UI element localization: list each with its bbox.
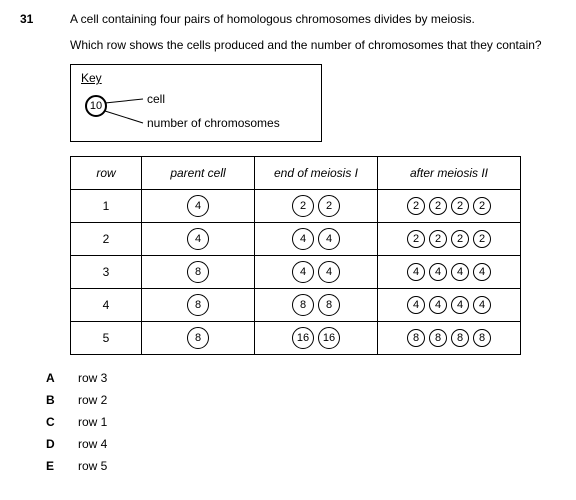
meiosis1-cells: 88	[255, 289, 378, 322]
cell-icon: 4	[429, 263, 447, 281]
question-body: A cell containing four pairs of homologo…	[70, 12, 556, 481]
parent-cell: 8	[142, 322, 255, 355]
key-cell-icon: 10	[85, 95, 107, 117]
meiosis2-cells: 2222	[378, 223, 521, 256]
answer-letter: E	[46, 459, 58, 473]
row-number: 5	[71, 322, 142, 355]
question-block: 31 A cell containing four pairs of homol…	[20, 12, 556, 481]
answer-letter: D	[46, 437, 58, 451]
parent-cell: 4	[142, 190, 255, 223]
cell-icon: 4	[292, 261, 314, 283]
cell-icon: 8	[429, 329, 447, 347]
answer-text: row 2	[78, 393, 107, 407]
answer-option[interactable]: Erow 5	[46, 459, 556, 473]
table-header-row: row parent cell end of meiosis I after m…	[71, 157, 521, 190]
key-label-number: number of chromosomes	[147, 116, 280, 130]
cell-icon: 2	[318, 195, 340, 217]
col-header-row: row	[71, 157, 142, 190]
answer-text: row 1	[78, 415, 107, 429]
answer-option[interactable]: Crow 1	[46, 415, 556, 429]
key-diagram: 10 cell number of chromosomes	[81, 89, 311, 133]
answer-letter: B	[46, 393, 58, 407]
cell-icon: 2	[429, 197, 447, 215]
table-row: 5816168888	[71, 322, 521, 355]
cell-icon: 2	[473, 197, 491, 215]
row-number: 2	[71, 223, 142, 256]
cell-icon: 4	[451, 296, 469, 314]
cell-icon: 2	[292, 195, 314, 217]
parent-cell: 8	[142, 289, 255, 322]
meiosis2-cells: 4444	[378, 256, 521, 289]
meiosis2-cells: 8888	[378, 322, 521, 355]
parent-cell: 8	[142, 256, 255, 289]
answer-letter: A	[46, 371, 58, 385]
cell-icon: 2	[451, 230, 469, 248]
meiosis2-cells: 2222	[378, 190, 521, 223]
row-number: 3	[71, 256, 142, 289]
cell-icon: 8	[187, 261, 209, 283]
question-number: 31	[20, 12, 46, 481]
answer-letter: C	[46, 415, 58, 429]
parent-cell: 4	[142, 223, 255, 256]
cell-icon: 2	[451, 197, 469, 215]
col-header-meiosis1: end of meiosis I	[255, 157, 378, 190]
meiosis1-cells: 22	[255, 190, 378, 223]
answer-option[interactable]: Drow 4	[46, 437, 556, 451]
table-row: 24442222	[71, 223, 521, 256]
cell-icon: 8	[292, 294, 314, 316]
table-row: 38444444	[71, 256, 521, 289]
meiosis-table: row parent cell end of meiosis I after m…	[70, 156, 521, 355]
cell-icon: 8	[318, 294, 340, 316]
cell-icon: 4	[473, 263, 491, 281]
table-row: 48884444	[71, 289, 521, 322]
question-line-2: Which row shows the cells produced and t…	[70, 38, 556, 52]
cell-icon: 8	[473, 329, 491, 347]
meiosis1-cells: 1616	[255, 322, 378, 355]
meiosis2-cells: 4444	[378, 289, 521, 322]
cell-icon: 4	[451, 263, 469, 281]
meiosis1-cells: 44	[255, 223, 378, 256]
cell-icon: 2	[429, 230, 447, 248]
col-header-parent: parent cell	[142, 157, 255, 190]
cell-icon: 4	[318, 228, 340, 250]
cell-icon: 4	[187, 195, 209, 217]
answer-list: Arow 3 Brow 2 Crow 1 Drow 4 Erow 5	[46, 371, 556, 473]
cell-icon: 16	[318, 327, 340, 349]
table-row: 14222222	[71, 190, 521, 223]
cell-icon: 16	[292, 327, 314, 349]
answer-option[interactable]: Brow 2	[46, 393, 556, 407]
cell-icon: 4	[429, 296, 447, 314]
answer-text: row 5	[78, 459, 107, 473]
answer-text: row 4	[78, 437, 107, 451]
cell-icon: 4	[473, 296, 491, 314]
meiosis1-cells: 44	[255, 256, 378, 289]
row-number: 1	[71, 190, 142, 223]
question-line-1: A cell containing four pairs of homologo…	[70, 12, 556, 26]
answer-option[interactable]: Arow 3	[46, 371, 556, 385]
cell-icon: 8	[187, 294, 209, 316]
col-header-meiosis2: after meiosis II	[378, 157, 521, 190]
cell-icon: 2	[407, 197, 425, 215]
cell-icon: 8	[407, 329, 425, 347]
cell-icon: 4	[187, 228, 209, 250]
key-label-cell: cell	[147, 92, 165, 106]
cell-icon: 2	[407, 230, 425, 248]
cell-icon: 4	[407, 263, 425, 281]
cell-icon: 4	[318, 261, 340, 283]
row-number: 4	[71, 289, 142, 322]
cell-icon: 2	[473, 230, 491, 248]
cell-icon: 8	[187, 327, 209, 349]
cell-icon: 4	[407, 296, 425, 314]
key-box: Key 10 cell number of chromosomes	[70, 64, 322, 142]
cell-icon: 8	[451, 329, 469, 347]
answer-text: row 3	[78, 371, 107, 385]
key-title: Key	[81, 71, 311, 85]
cell-icon: 4	[292, 228, 314, 250]
